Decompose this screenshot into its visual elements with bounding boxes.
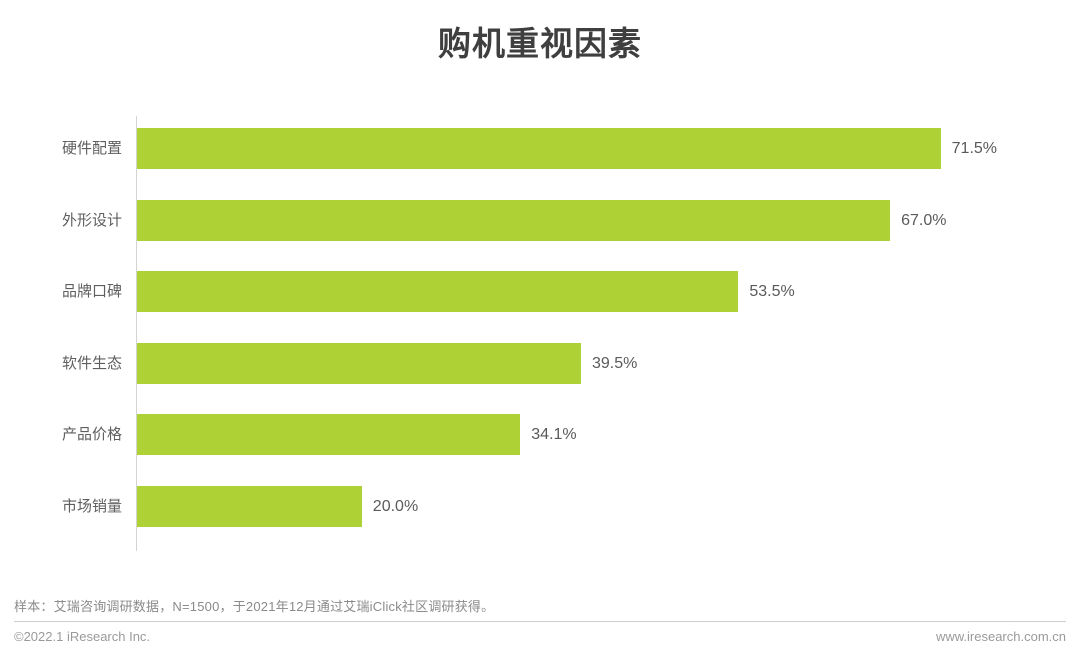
bar-category-label: 软件生态 — [61, 354, 122, 372]
bar-row: 市场销量 20.0% — [0, 485, 1080, 527]
bar[interactable] — [137, 342, 581, 384]
category-axis-line — [136, 116, 137, 551]
website-link[interactable]: www.iresearch.com.cn — [935, 629, 1066, 644]
bar-value-label: 53.5% — [749, 283, 795, 300]
bar[interactable] — [137, 128, 941, 169]
bar-row: 品牌口碑 53.5% — [0, 271, 1080, 312]
bar-value-label: 39.5% — [591, 354, 638, 372]
bar[interactable] — [137, 199, 891, 241]
bar-category-label: 市场销量 — [61, 497, 122, 515]
copyright-text: ©2022.1 iResearch Inc. — [14, 629, 151, 644]
chart-footnote: 样本：艾瑞咨询调研数据，N=1500，于2021年12月通过艾瑞iClick社区… — [14, 599, 495, 614]
bar-value-label: 34.1% — [531, 426, 577, 443]
footer-divider — [14, 621, 1066, 622]
bar[interactable] — [137, 414, 521, 455]
bar[interactable] — [137, 271, 739, 312]
bar-value-label: 20.0% — [372, 497, 419, 515]
bar-value-label: 67.0% — [901, 211, 947, 229]
bar-row: 软件生态 39.5% — [0, 342, 1080, 384]
bar-row: 产品价格 34.1% — [0, 414, 1080, 455]
bar-chart: 硬件配置 71.5% 外形设计 67.0% 品牌口碑 53.5% 软件生态 39.5% 产品价格… — [0, 110, 1080, 555]
bar-category-label: 外形设计 — [61, 211, 122, 229]
bar[interactable] — [137, 485, 362, 527]
page-title: 购机重视因素 — [438, 25, 642, 62]
bar-category-label: 产品价格 — [61, 426, 122, 443]
bar-category-label: 硬件配置 — [61, 140, 122, 157]
bar-row: 外形设计 67.0% — [0, 199, 1080, 241]
bar-value-label: 71.5% — [951, 140, 998, 157]
bar-category-label: 品牌口碑 — [61, 283, 122, 300]
bar-row: 硬件配置 71.5% — [0, 128, 1080, 169]
